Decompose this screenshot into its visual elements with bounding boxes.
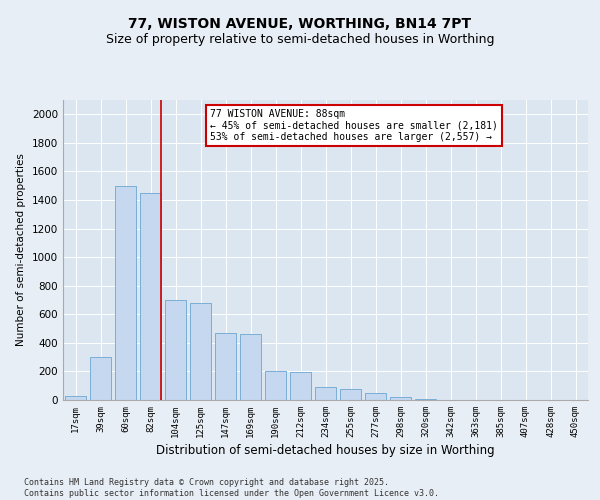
Bar (390, 397, 411, 400)
X-axis label: Distribution of semi-detached houses by size in Worthing: Distribution of semi-detached houses by … (156, 444, 495, 457)
Bar (90, 357, 111, 400)
Bar (190, 303, 211, 400)
Bar (340, 390, 361, 400)
Bar (315, 387, 336, 400)
Text: Contains HM Land Registry data © Crown copyright and database right 2025.
Contai: Contains HM Land Registry data © Crown c… (24, 478, 439, 498)
Bar (365, 393, 386, 400)
Bar (290, 372, 311, 400)
Bar (240, 334, 261, 400)
Y-axis label: Number of semi-detached properties: Number of semi-detached properties (16, 154, 26, 346)
Text: 77 WISTON AVENUE: 88sqm
← 45% of semi-detached houses are smaller (2,181)
53% of: 77 WISTON AVENUE: 88sqm ← 45% of semi-de… (210, 109, 498, 142)
Bar (265, 372, 286, 400)
Bar (65, 396, 86, 400)
Bar (115, 186, 136, 400)
Text: Size of property relative to semi-detached houses in Worthing: Size of property relative to semi-detach… (106, 32, 494, 46)
Bar (140, 193, 161, 400)
Bar (215, 333, 236, 400)
Text: 77, WISTON AVENUE, WORTHING, BN14 7PT: 77, WISTON AVENUE, WORTHING, BN14 7PT (128, 18, 472, 32)
Bar (165, 300, 186, 400)
